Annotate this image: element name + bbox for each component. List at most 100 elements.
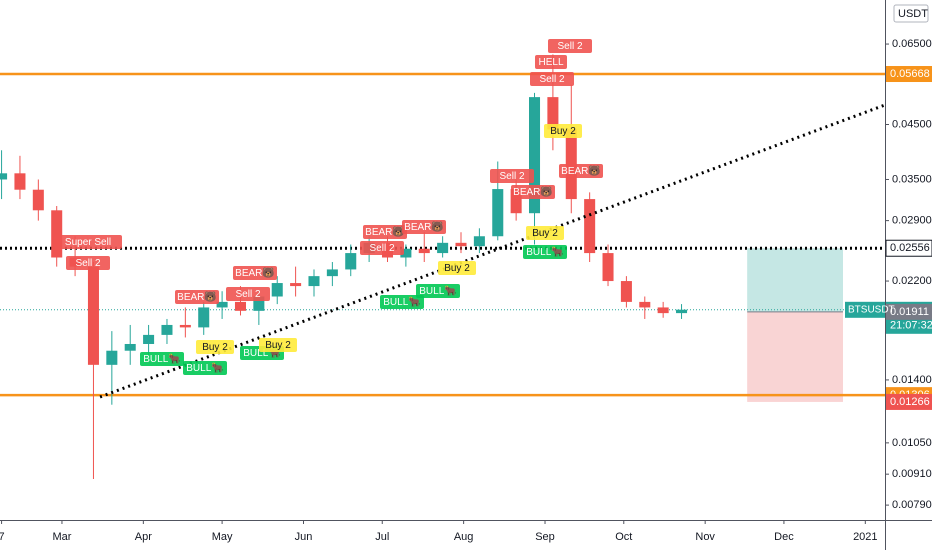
candle-body (455, 242, 467, 247)
candle-body (271, 283, 283, 297)
signal-label: BEAR🐻 (561, 164, 601, 177)
signal-badge (54, 235, 122, 249)
x-tick-label: Apr (135, 531, 152, 543)
stop-zone (747, 311, 843, 402)
y-tick-label: 0.01400 (892, 374, 932, 386)
candle-body (124, 343, 136, 351)
signal-badge (526, 226, 564, 240)
candle-body (529, 97, 541, 214)
signal-badge (438, 261, 476, 275)
candle-body (345, 253, 357, 270)
candle-body (418, 248, 430, 254)
signal-label: HELL (538, 57, 563, 68)
candle-body (308, 276, 320, 287)
price-tag (886, 66, 932, 83)
signal-label: BEAR🐻 (404, 220, 444, 233)
countdown: 21:07:32 (890, 320, 932, 332)
candle-body (657, 307, 669, 314)
signal-badge (530, 72, 574, 86)
candle-body (639, 301, 651, 308)
signal-badge (360, 241, 404, 255)
signal-badge (544, 124, 582, 138)
y-tick-label: 0.02200 (892, 275, 932, 287)
signal-badge (490, 169, 534, 183)
y-tick-label: 0.02900 (892, 215, 932, 227)
candle-body (473, 236, 485, 247)
signal-label: BULL🐂 (526, 246, 563, 258)
signal-badge (380, 295, 424, 309)
signal-badge (196, 340, 234, 354)
x-tick-label: May (212, 531, 233, 543)
candle-body (179, 324, 191, 328)
price-tag-label: 0.01911 (890, 306, 929, 318)
signal-label: Sell 2 (557, 41, 582, 52)
candle-body (290, 283, 302, 287)
x-tick-label: Jul (375, 531, 389, 543)
candle-body (234, 301, 246, 311)
signal-badge (233, 266, 277, 280)
x-tick-label: 2021 (853, 531, 877, 543)
signal-label: BULL🐂 (186, 362, 223, 374)
y-tick-label: 0.01050 (892, 437, 932, 449)
signal-badge (183, 361, 227, 375)
y-tick-label: 0.04500 (892, 118, 932, 130)
signal-label: Sell 2 (235, 289, 260, 300)
signal-label: Buy 2 (532, 228, 558, 239)
candle-body (400, 248, 412, 258)
price-tag (886, 393, 932, 410)
currency[interactable]: USDT (898, 8, 928, 20)
signal-badge (402, 220, 446, 234)
candle-body (676, 309, 688, 314)
signal-label: Buy 2 (202, 342, 228, 353)
price-tag (885, 239, 932, 257)
symbol-box (845, 301, 885, 318)
candle-body (87, 266, 99, 365)
candle-body (547, 97, 559, 130)
price-tag-label: 0.02556 (890, 242, 930, 254)
candle-body (620, 281, 632, 302)
signal-label: Sell 2 (369, 243, 394, 254)
signal-badge (548, 39, 592, 53)
target-zone (747, 248, 843, 312)
candle-body (326, 269, 338, 277)
signal-label: Sell 2 (75, 258, 100, 269)
candle-body (492, 189, 504, 237)
x-tick-label: Aug (454, 531, 474, 543)
y-tick-label: 0.06500 (892, 38, 932, 50)
signal-badge (523, 245, 567, 259)
candle-body (198, 307, 210, 328)
candle-body (510, 189, 522, 214)
candle-body (161, 324, 173, 335)
signal-badge (66, 256, 110, 270)
symbol-label: BTSUSDT (848, 304, 895, 315)
currency-box[interactable] (893, 4, 929, 23)
candle-body (437, 242, 449, 254)
x-tick-label: Oct (615, 531, 632, 543)
signal-label: BULL🐂 (419, 285, 456, 297)
candle-body (51, 210, 63, 258)
y-tick-label: 0.00910 (892, 468, 932, 480)
signal-badge (140, 352, 184, 366)
candle-body (584, 199, 596, 254)
signal-label: Buy 2 (265, 340, 291, 351)
signal-badge (535, 55, 567, 69)
signal-badge (226, 287, 270, 301)
candle-body (253, 296, 265, 311)
price-tag (886, 303, 932, 320)
candle-body (143, 334, 155, 344)
signal-label: Buy 2 (550, 126, 576, 137)
candle-body (14, 173, 26, 190)
y-tick-label: 0.00790 (892, 499, 932, 511)
price-tag-label: 0.01266 (890, 396, 930, 408)
signal-label: BEAR🐻 (513, 185, 553, 198)
signal-label: BEAR🐻 (365, 225, 405, 238)
price-tag-label: 0.05668 (890, 68, 930, 80)
signal-badge (511, 185, 555, 199)
x-tick-label: Sep (535, 531, 555, 543)
candle-body (216, 301, 228, 308)
signal-label: BEAR🐻 (177, 290, 217, 303)
x-tick-label: Mar (52, 531, 71, 543)
signal-badge (559, 164, 603, 178)
